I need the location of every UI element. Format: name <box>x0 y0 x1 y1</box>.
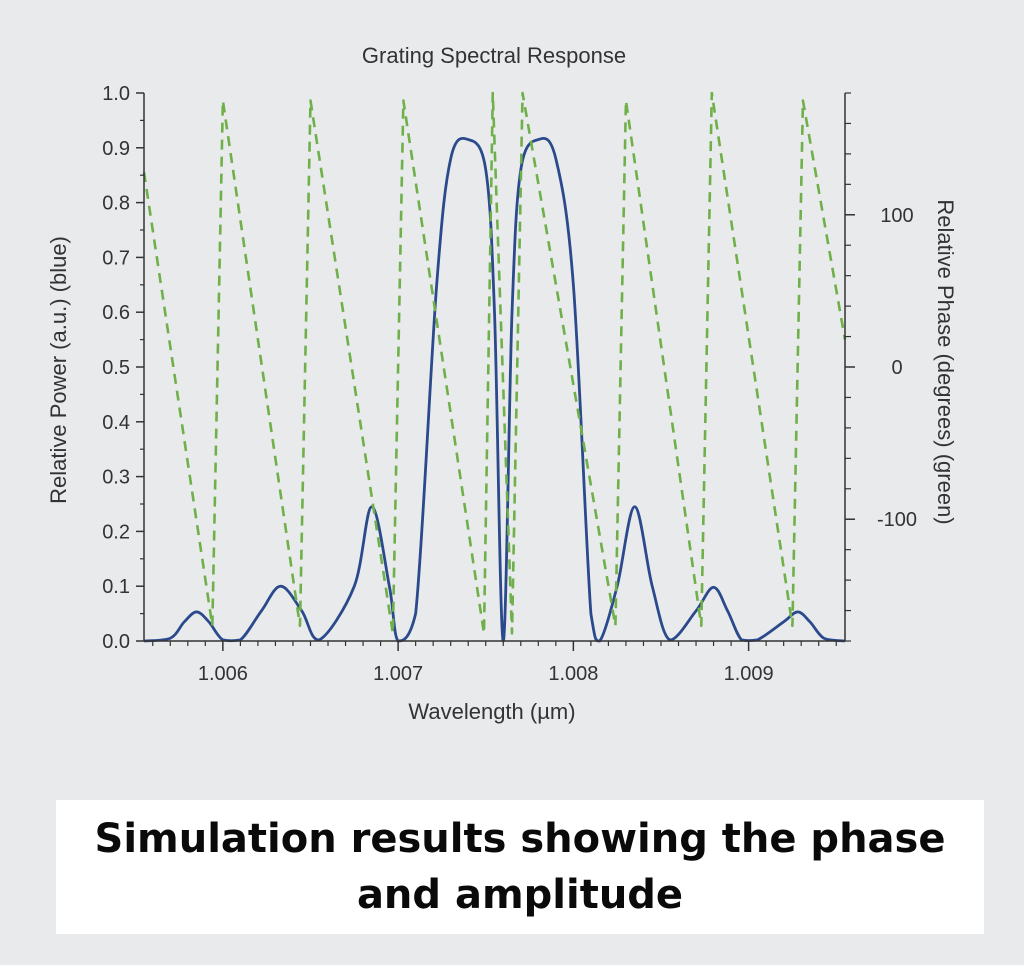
caption-box: Simulation results showing the phase and… <box>56 800 984 934</box>
chart-title: Grating Spectral Response <box>362 43 626 68</box>
power-series-line <box>143 137 846 643</box>
phase-series-line <box>142 91 847 635</box>
x-tick-label: 1.007 <box>373 663 423 685</box>
y-tick-label: 0.1 <box>102 576 130 598</box>
x-axis-label: Wavelength (µm) <box>408 699 575 724</box>
y-tick-label: 0.5 <box>102 357 130 379</box>
caption-text: Simulation results showing the phase and… <box>94 816 946 918</box>
x-tick-label: 1.009 <box>724 663 774 685</box>
x-tick-label: 1.006 <box>198 663 248 685</box>
y-tick-label: 0.0 <box>102 631 130 653</box>
y-tick-label: 0.6 <box>102 302 130 324</box>
y-tick-label: 0.8 <box>102 193 130 215</box>
plot-area <box>142 91 847 643</box>
y-tick-label: 0.3 <box>102 467 130 489</box>
x-tick-label: 1.008 <box>548 663 598 685</box>
y-tick-label: 0.7 <box>102 247 130 269</box>
y2-tick-label: 0 <box>891 357 902 379</box>
y-tick-label: 1.0 <box>102 83 130 105</box>
axis-ticks: 0.0 0.1 0.2 0.3 0.4 0.5 0.6 0.7 0.8 0.9 1.0 1.006 1.… <box>102 83 917 685</box>
y-tick-label: 0.2 <box>102 521 130 543</box>
y-tick-label: 0.4 <box>102 412 130 434</box>
y2-axis-label: Relative Phase (degrees) (green) <box>933 199 958 524</box>
y-axis-label: Relative Power (a.u.) (blue) <box>46 236 71 504</box>
y-tick-label: 0.9 <box>102 138 130 160</box>
y2-tick-label: 100 <box>880 205 913 227</box>
grating-spectral-chart: Grating Spectral Response 0.00.10.20.30.… <box>46 43 958 724</box>
y2-tick-label: -100 <box>877 509 917 531</box>
